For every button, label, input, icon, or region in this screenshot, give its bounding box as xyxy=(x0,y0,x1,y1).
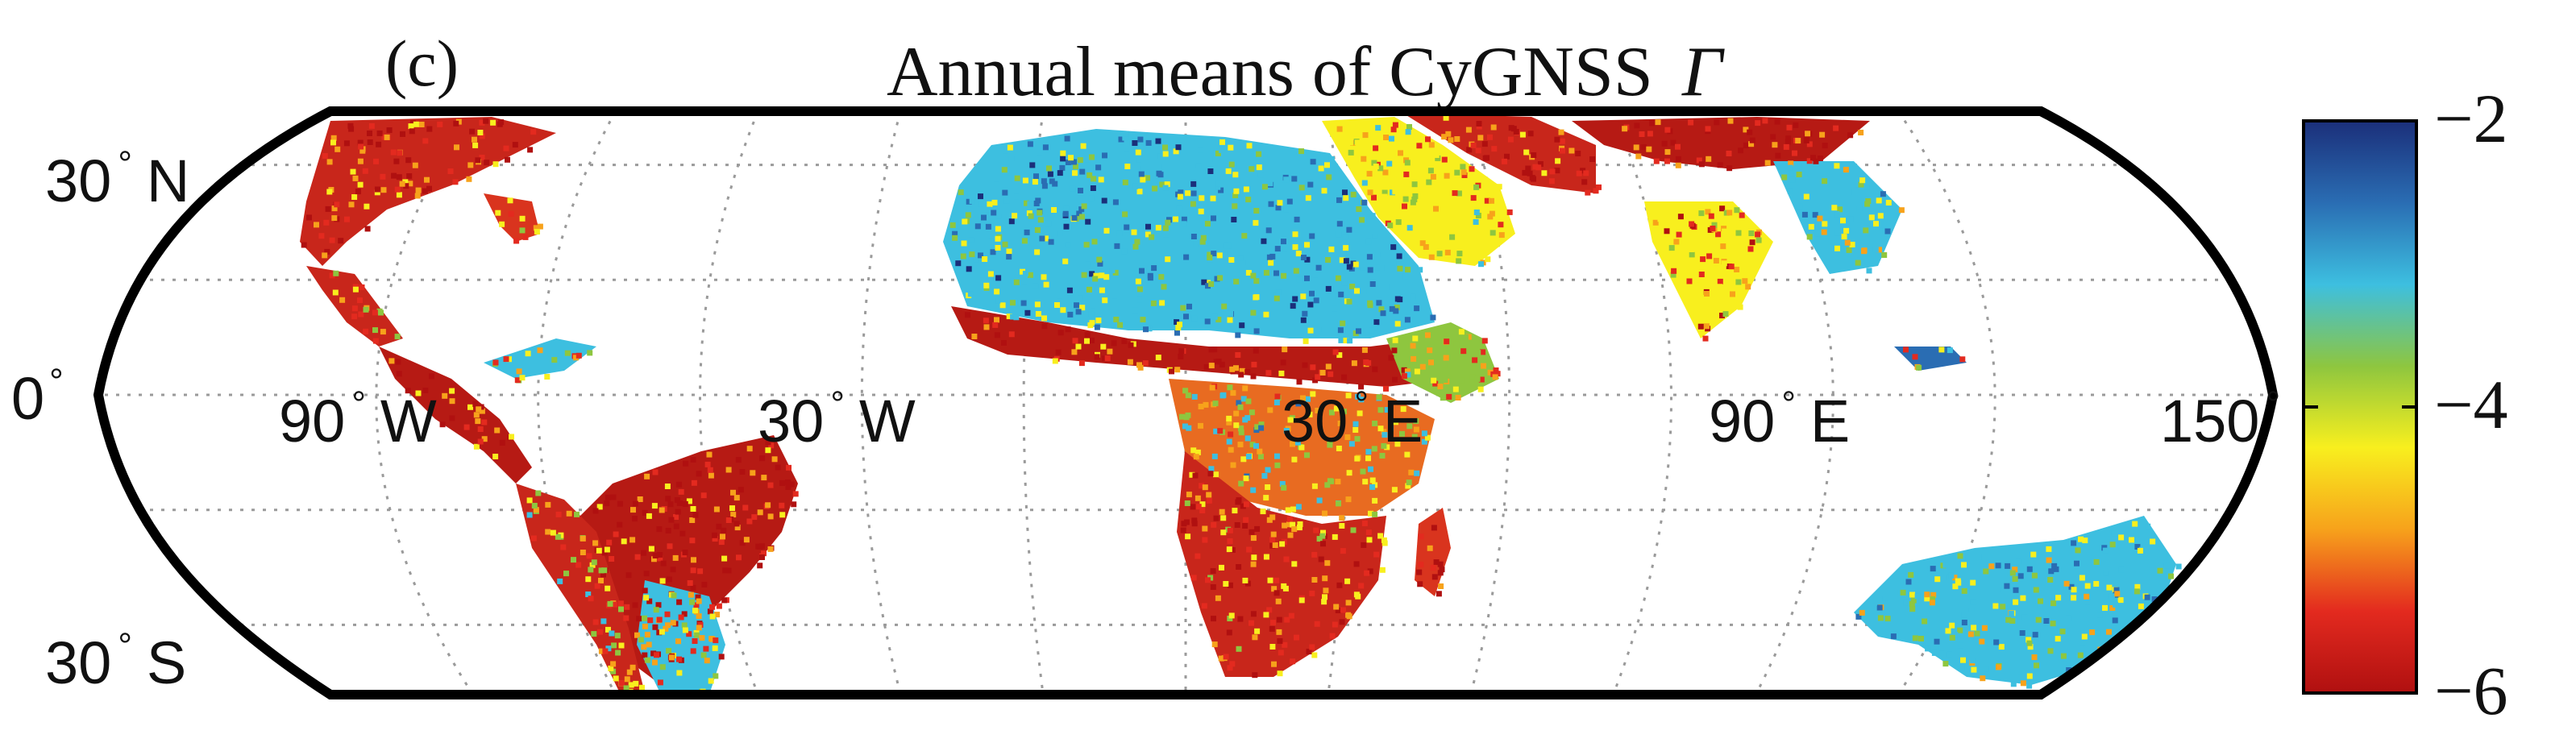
region-south-america-andes xyxy=(516,484,645,695)
lon-label-30w: 30 ° W xyxy=(758,384,916,455)
lat-label-30n: 30 ° N xyxy=(45,144,189,214)
land-central-america xyxy=(379,338,596,484)
lon-label-30e: 30 ° E xyxy=(1282,384,1423,455)
graticule-meridian xyxy=(1612,111,1672,695)
colorbar-tick-label: −2 xyxy=(2434,80,2508,157)
figure-title-symbol: Γ xyxy=(1681,33,1725,111)
map-frame xyxy=(93,106,2279,699)
lon-label-150: 150 ° xyxy=(2160,384,2280,455)
lat-label-30s: 30 ° S xyxy=(45,626,186,696)
lon-label-90e: 90 ° E xyxy=(1709,384,1850,455)
region-florida xyxy=(484,193,540,242)
region-sahara xyxy=(943,129,1435,338)
region-central-america xyxy=(379,347,532,484)
graticule-meridian xyxy=(699,111,759,695)
map-panel xyxy=(98,111,2273,695)
lon-label-90w: 90 ° W xyxy=(279,384,437,455)
data-speckles xyxy=(301,114,2182,695)
colorbar-tick-label: −4 xyxy=(2434,366,2508,443)
colorbar: −2 −4 −6 xyxy=(2302,80,2508,729)
longitude-labels: 90 ° W 30 ° W 30 ° E 90 ° E 150 ° xyxy=(279,384,2280,455)
panel-label: (c) xyxy=(385,27,459,100)
region-cuba xyxy=(484,338,596,379)
land-eurasia xyxy=(1322,113,1967,371)
region-southeast-asia xyxy=(1773,161,1902,274)
latitude-labels: 30 ° N 0 ° 30 ° S xyxy=(11,144,189,696)
figure-title-text: Annual means of CyGNSS xyxy=(887,33,1653,111)
colorbar-ticks: −2 −4 −6 xyxy=(2304,80,2508,729)
colorbar-tick-label: −6 xyxy=(2434,652,2508,729)
region-arabia xyxy=(1322,117,1515,266)
figure-title: Annual means of CyGNSS Γ xyxy=(887,33,1725,111)
region-central-asia xyxy=(1572,117,1870,169)
lat-label-0: 0 ° xyxy=(11,362,64,432)
colorbar-ramp xyxy=(2302,119,2418,695)
